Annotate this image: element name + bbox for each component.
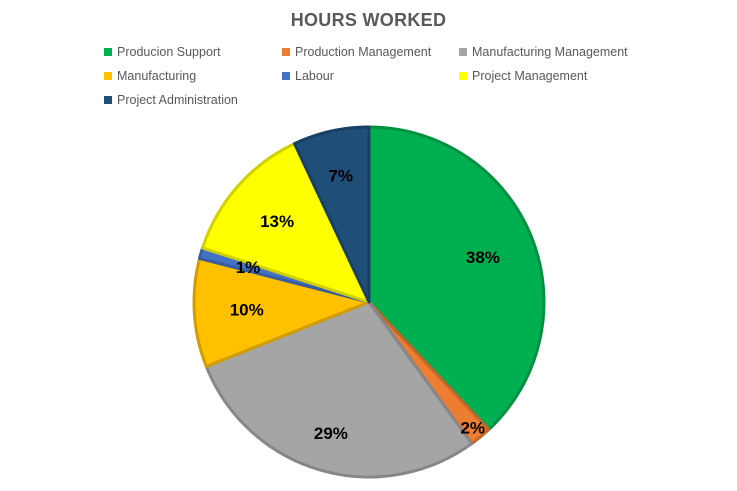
legend-item: Manufacturing bbox=[104, 69, 196, 83]
legend-label: Labour bbox=[295, 69, 334, 83]
legend-item: Manufacturing Management bbox=[459, 45, 628, 59]
legend-item: Producion Support bbox=[104, 45, 221, 59]
legend-swatch bbox=[104, 48, 112, 56]
pie-slice bbox=[367, 125, 546, 432]
legend-swatch bbox=[459, 48, 467, 56]
legend-swatch bbox=[282, 48, 290, 56]
legend-label: Producion Support bbox=[117, 45, 221, 59]
legend-label: Project Management bbox=[472, 69, 588, 83]
slice-data-label: 13% bbox=[260, 212, 294, 231]
pie-slice bbox=[192, 256, 371, 368]
slice-data-label: 7% bbox=[328, 167, 353, 186]
legend-label: Project Administration bbox=[117, 93, 238, 107]
legend-swatch bbox=[104, 72, 112, 80]
legend-item: Project Management bbox=[459, 69, 587, 83]
legend-swatch bbox=[459, 72, 467, 80]
slice-data-label: 29% bbox=[314, 424, 348, 443]
slice-data-label: 10% bbox=[230, 301, 264, 320]
legend-item: Labour bbox=[282, 69, 334, 83]
slice-data-label: 1% bbox=[236, 258, 261, 277]
pie-slice bbox=[292, 125, 371, 304]
legend-item: Project Administration bbox=[104, 93, 238, 107]
legend-swatch bbox=[104, 96, 112, 104]
legend-label: Manufacturing Management bbox=[472, 45, 628, 59]
legend-swatch bbox=[282, 72, 290, 80]
slice-data-label: 2% bbox=[460, 418, 485, 437]
pie-slice bbox=[201, 142, 371, 304]
chart-title: HOURS WORKED bbox=[290, 10, 447, 30]
legend-item: Production Management bbox=[282, 45, 431, 59]
slice-data-label: 38% bbox=[466, 248, 500, 267]
legend-label: Manufacturing bbox=[117, 69, 197, 83]
legend-label: Production Management bbox=[295, 45, 432, 59]
pie-slice bbox=[204, 300, 474, 479]
